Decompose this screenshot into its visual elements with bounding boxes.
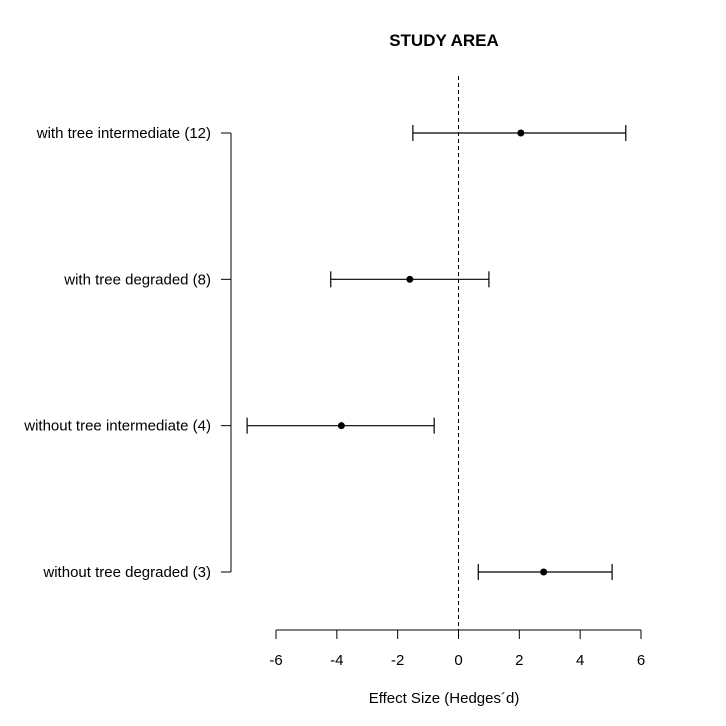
x-tick-label: -6 — [269, 652, 282, 669]
category-label: with tree degraded (8) — [63, 271, 211, 288]
x-axis: -6 -4 -2 0 2 4 6 — [269, 629, 645, 669]
y-axis: with tree intermediate (12) with tree deg… — [23, 125, 232, 581]
category-label: without tree intermediate (4) — [23, 418, 211, 435]
x-axis-label: Effect Size (Hedges´d) — [369, 690, 520, 707]
x-tick-label: -2 — [391, 652, 404, 669]
effect-point — [406, 275, 414, 283]
effect-point — [540, 568, 548, 576]
effect-point — [337, 422, 345, 430]
chart-title: STUDY AREA — [389, 31, 499, 50]
category-label: without tree degraded (3) — [42, 564, 211, 581]
x-tick-label: 0 — [454, 652, 462, 669]
x-tick-label: 4 — [576, 652, 584, 669]
x-tick-label: 2 — [515, 652, 523, 669]
effect-point — [517, 129, 525, 137]
x-tick-label: -4 — [330, 652, 343, 669]
x-tick-label: 6 — [637, 652, 645, 669]
plot-marks — [246, 125, 627, 580]
category-label: with tree intermediate (12) — [36, 125, 211, 142]
